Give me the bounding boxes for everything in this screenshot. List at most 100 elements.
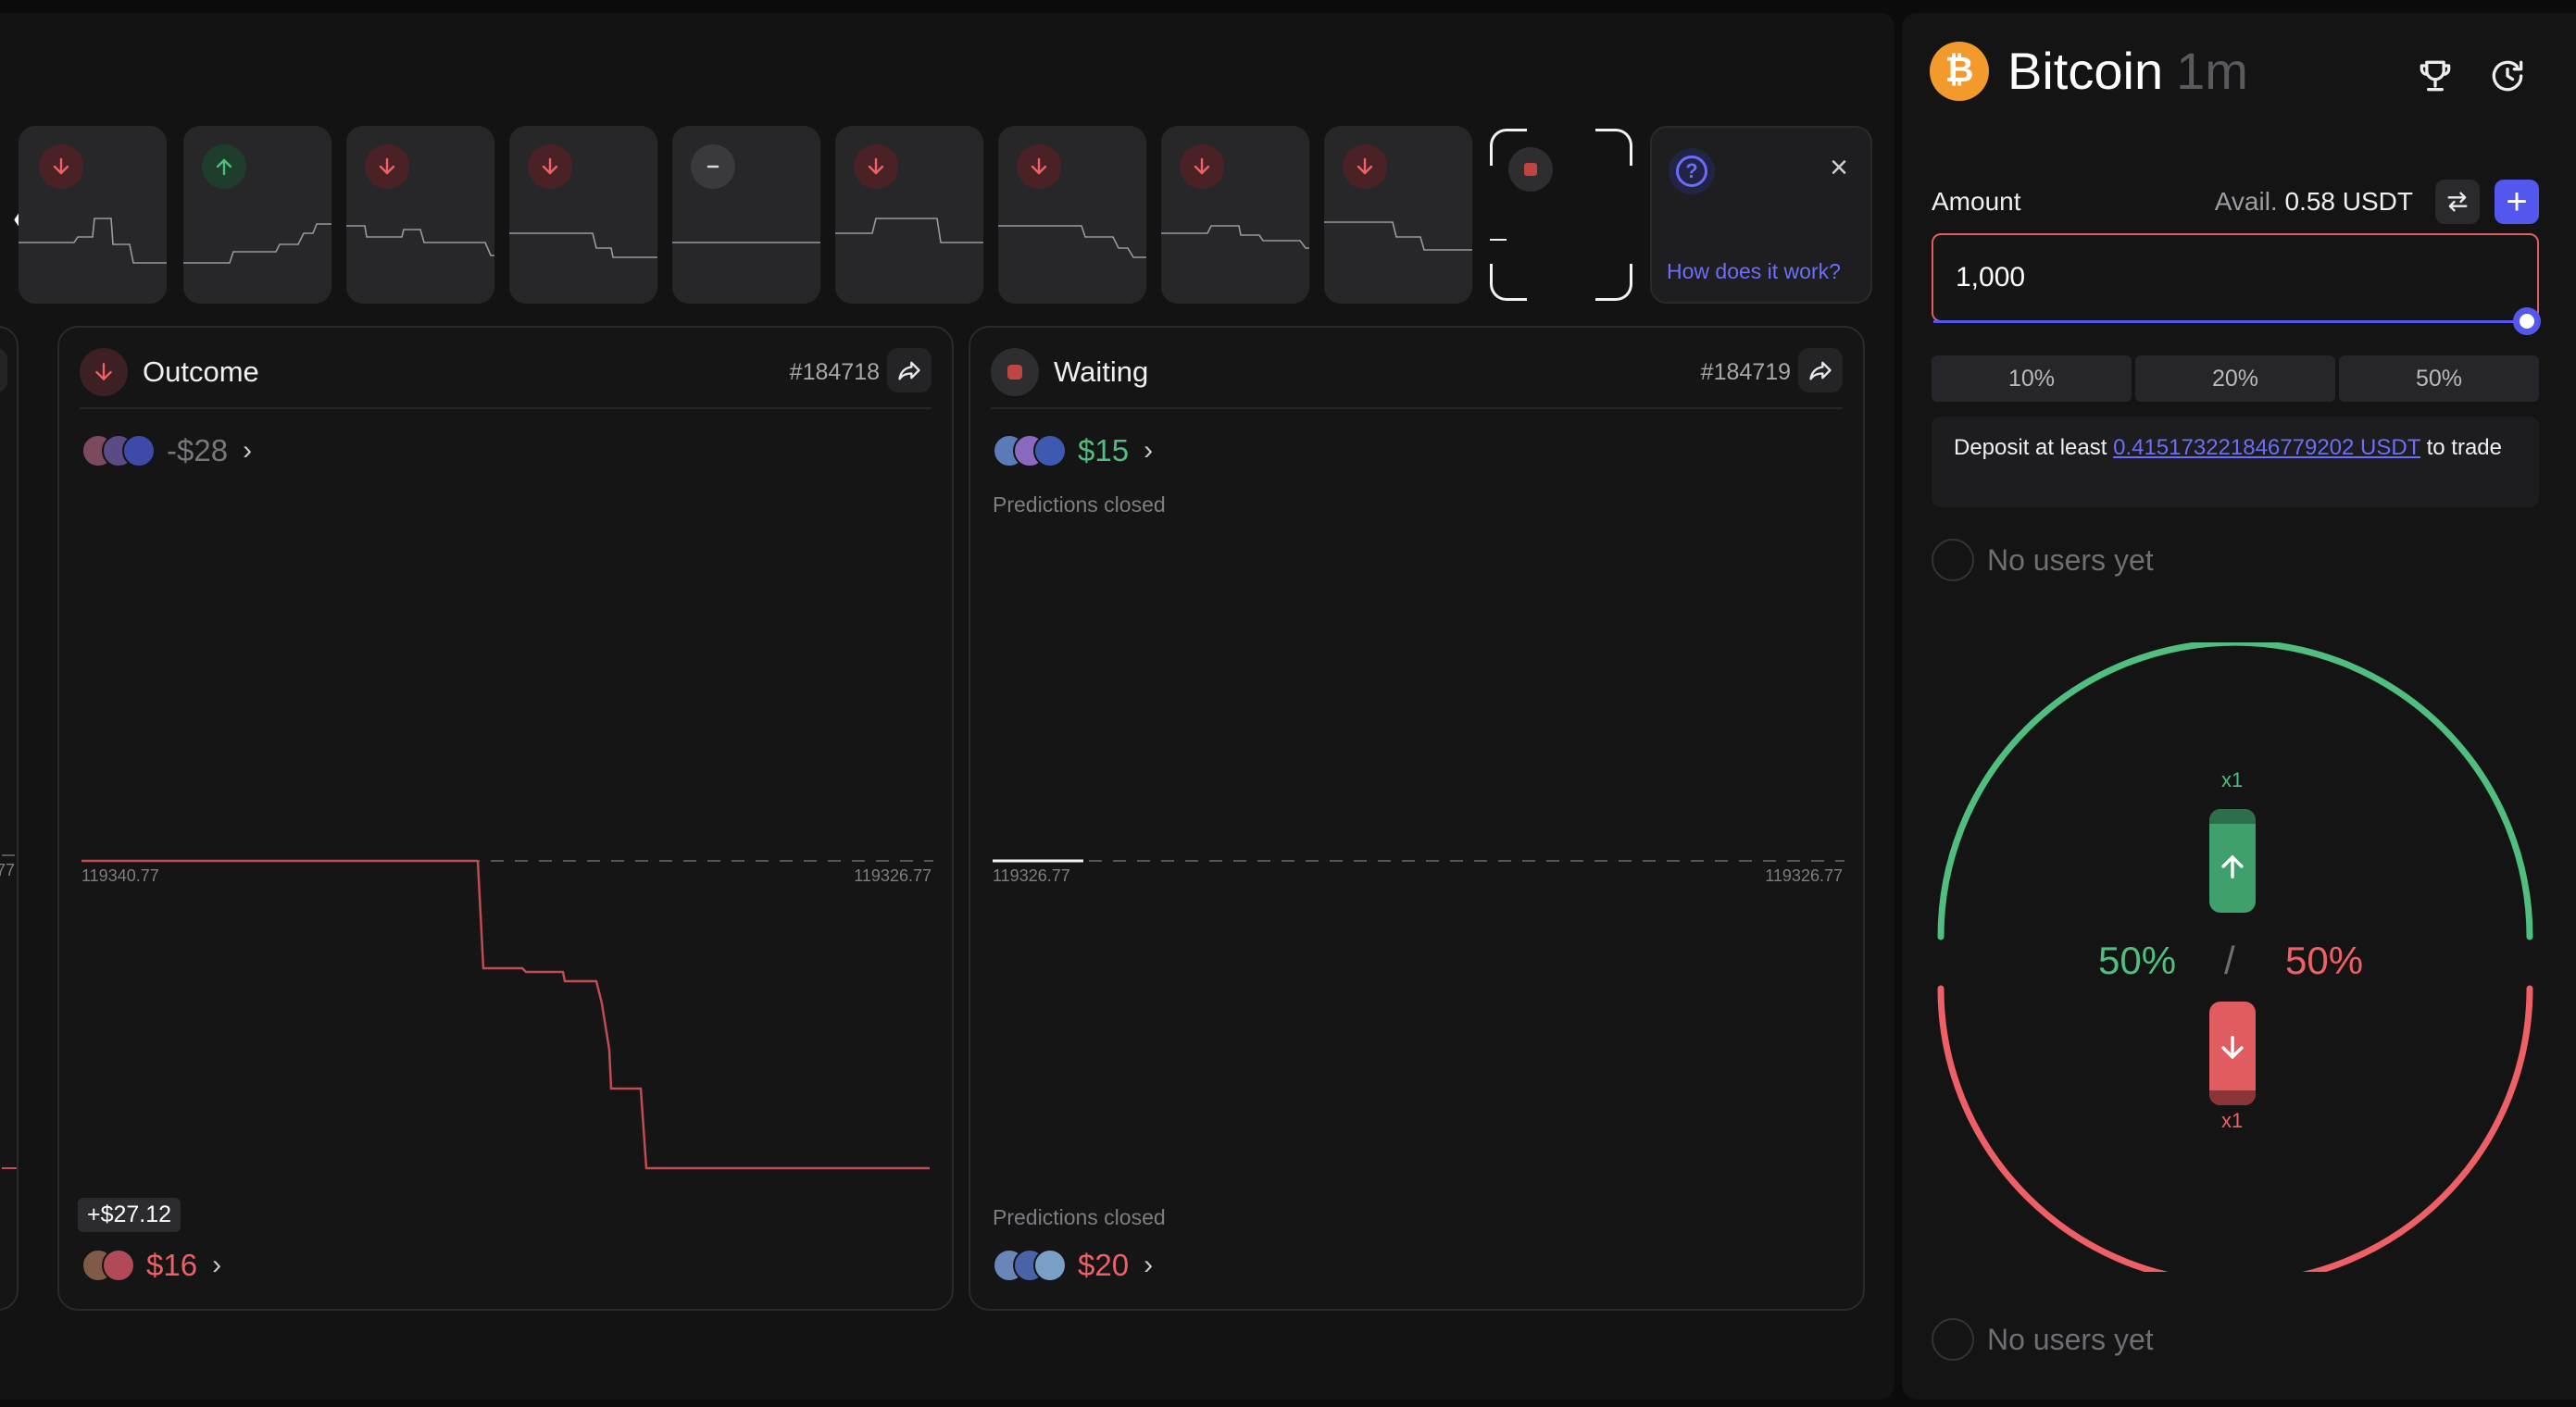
- predict-up-button[interactable]: [2209, 809, 2256, 913]
- history-card-current[interactable]: [1487, 126, 1635, 304]
- round-card-previous: 77: [0, 326, 19, 1311]
- asset-selector[interactable]: ₿ Bitcoin 1m: [1930, 41, 2248, 101]
- predictions-closed-note: Predictions closed: [993, 492, 1166, 517]
- share-icon[interactable]: [887, 348, 932, 392]
- avatar: [1033, 1249, 1067, 1282]
- arrow-down-icon: [39, 144, 83, 189]
- card-corner: [1595, 129, 1632, 166]
- pool-amount: $15: [1078, 433, 1130, 467]
- odds-separator: /: [2224, 939, 2235, 982]
- arrow-up-icon: [202, 144, 246, 189]
- history-card[interactable]: [1161, 126, 1309, 304]
- no-users-label: No users yet: [1987, 542, 2154, 577]
- history-strip: ‹: [0, 113, 1894, 304]
- deposit-prefix: Deposit at least: [1954, 435, 2107, 460]
- history-card[interactable]: [509, 126, 657, 304]
- down-pool[interactable]: $16 ›: [81, 1248, 221, 1283]
- chevron-right-icon: ›: [1144, 435, 1154, 466]
- available-balance: Avail. 0.58 USDT: [2215, 187, 2413, 217]
- deposit-amount-link[interactable]: 0.415173221846779202 USDT: [2113, 435, 2420, 460]
- history-sparkline: [1490, 239, 1507, 241]
- chevron-right-icon: ›: [212, 1250, 222, 1280]
- rounds-panel: ‹: [0, 13, 1894, 1400]
- price-label-start: 119340.77: [81, 866, 159, 885]
- history-sparkline: [835, 218, 983, 243]
- price-label: 77: [0, 861, 16, 879]
- swap-icon: [2447, 192, 2468, 212]
- round-header: Waiting #184719: [991, 348, 1843, 409]
- down-users: No users yet: [1932, 1318, 2154, 1361]
- card-corner: [1490, 264, 1527, 301]
- history-card[interactable]: [346, 126, 494, 304]
- round-card-waiting[interactable]: Waiting #184719 $15 › Predictions closed…: [969, 326, 1865, 1311]
- round-id: #184719: [1700, 359, 1791, 385]
- pool-amount: $20: [1078, 1248, 1130, 1282]
- asset-timeframe: 1m: [2176, 42, 2248, 100]
- amount-label: Amount: [1932, 187, 2021, 216]
- up-multiplier: x1: [2221, 768, 2244, 791]
- up-users: No users yet: [1932, 539, 2154, 581]
- arrow-down-icon: [1017, 144, 1061, 189]
- amount-input[interactable]: [1932, 233, 2539, 322]
- history-sparkline: [509, 232, 657, 258]
- arrow-down-icon: [528, 144, 572, 189]
- question-icon: ?: [1669, 148, 1715, 194]
- how-it-works-card[interactable]: ? × How does it work?: [1650, 126, 1872, 304]
- amount-slider-track[interactable]: [1933, 320, 2526, 323]
- history-card[interactable]: [835, 126, 983, 304]
- deposit-suffix: to trade: [2426, 435, 2502, 460]
- round-header: Outcome #184718: [80, 348, 932, 409]
- history-card[interactable]: [19, 126, 167, 304]
- swap-currency-button[interactable]: [2435, 180, 2480, 224]
- amount-slider-handle[interactable]: [2513, 307, 2541, 335]
- history-sparkline: [1324, 221, 1472, 251]
- avatar-group: [81, 434, 156, 467]
- trophy-icon[interactable]: [2411, 52, 2459, 100]
- history-card[interactable]: [1324, 126, 1472, 304]
- history-sparkline: [672, 242, 820, 243]
- card-corner: [1490, 129, 1527, 166]
- arrow-down-icon: [1343, 144, 1387, 189]
- chevron-right-icon: ›: [1144, 1250, 1154, 1280]
- round-card-outcome[interactable]: Outcome #184718 -$28 › 119340.77 119326.…: [57, 326, 954, 1311]
- history-card[interactable]: [672, 126, 820, 304]
- close-icon[interactable]: ×: [1830, 150, 1848, 185]
- empty-avatar-icon: [1932, 539, 1974, 581]
- up-pool[interactable]: -$28 ›: [81, 433, 252, 468]
- share-icon[interactable]: [0, 348, 7, 392]
- history-sparkline: [19, 218, 167, 264]
- up-pool[interactable]: $15 ›: [993, 433, 1153, 468]
- pool-amount: $16: [146, 1248, 198, 1282]
- minus-icon: [691, 144, 735, 189]
- price-chart: [81, 859, 933, 1170]
- avatar: [1033, 434, 1067, 467]
- history-sparkline: [183, 223, 331, 264]
- percent-50-button[interactable]: 50%: [2339, 355, 2539, 402]
- avatar-group: [81, 1249, 135, 1282]
- avail-value: 0.58 USDT: [2284, 187, 2414, 216]
- history-card[interactable]: [183, 126, 331, 304]
- deposit-add-button[interactable]: +: [2495, 180, 2539, 224]
- asset-name: Bitcoin: [2007, 42, 2164, 100]
- down-percent: 50%: [2285, 939, 2364, 982]
- prev-chart: [2, 854, 17, 1169]
- predictions-closed-note: Predictions closed: [993, 1205, 1166, 1229]
- arrow-down-icon: [2221, 1035, 2244, 1060]
- how-it-works-link[interactable]: How does it work?: [1667, 259, 1841, 283]
- percent-20-button[interactable]: 20%: [2135, 355, 2335, 402]
- history-card[interactable]: [998, 126, 1146, 304]
- round-status: Outcome: [143, 355, 259, 388]
- share-icon[interactable]: [1798, 348, 1843, 392]
- avatar: [102, 1249, 135, 1282]
- stop-icon: [1508, 147, 1553, 192]
- arrow-down-icon: [365, 144, 409, 189]
- history-icon[interactable]: [2483, 52, 2532, 100]
- price-label-lock: 119326.77: [854, 866, 932, 885]
- percent-options: 10% 20% 50%: [1932, 355, 2539, 402]
- predict-down-button[interactable]: [2209, 1002, 2256, 1105]
- payout-badge: +$27.12: [78, 1198, 181, 1232]
- down-pool[interactable]: $20 ›: [993, 1248, 1153, 1283]
- arrow-up-icon: [2221, 854, 2244, 879]
- price-chart: [993, 859, 1844, 863]
- percent-10-button[interactable]: 10%: [1932, 355, 2132, 402]
